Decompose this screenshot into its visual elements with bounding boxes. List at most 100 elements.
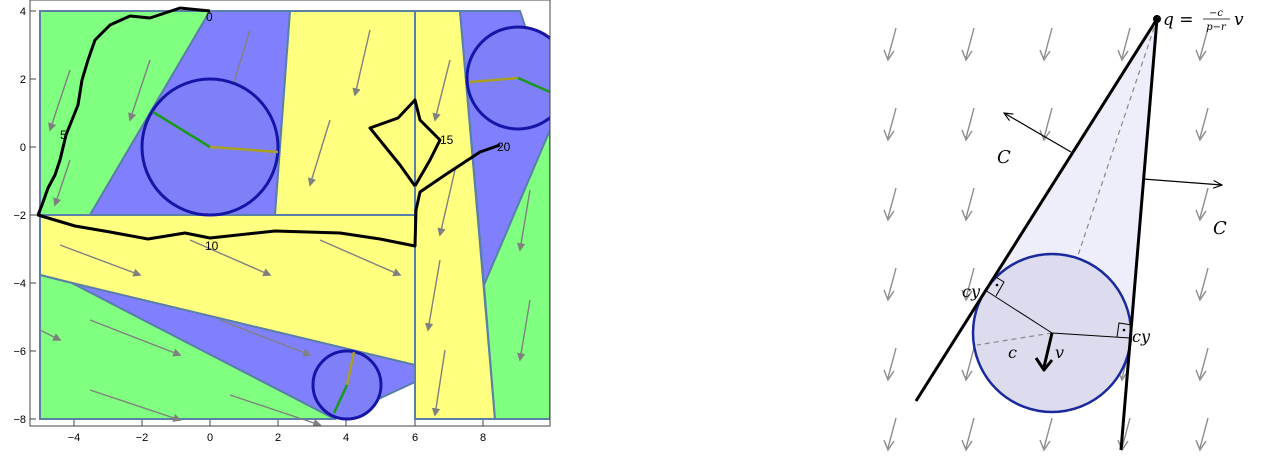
circle-obstacle-1	[140, 77, 280, 217]
right-diagram: q = −c p−r v C C cy cy c v	[883, 8, 1244, 452]
field-arrow-head	[961, 129, 973, 142]
field-arrow	[965, 347, 975, 379]
circle-obstacle-3	[311, 349, 383, 421]
field-arrow	[887, 417, 897, 449]
field-arrow	[887, 267, 897, 299]
cone-region	[985, 19, 1157, 335]
label-C-left: C	[997, 147, 1011, 168]
field-arrow	[965, 267, 975, 299]
right-angle-mark-right	[1116, 322, 1133, 338]
field-arrow	[1121, 27, 1131, 59]
tangent-line-left	[914, 18, 1159, 402]
field-arrow	[965, 107, 975, 139]
label-q-denominator: p−r	[1206, 22, 1227, 33]
circle-obstacle-2	[465, 25, 550, 131]
label-C-right: C	[1213, 218, 1227, 239]
field-arrow-head	[961, 49, 973, 62]
field-arrow	[887, 27, 897, 59]
field-arrow-head	[1195, 439, 1207, 452]
x-tick-label: 4	[343, 432, 349, 444]
x-tick-label: −4	[68, 432, 81, 444]
field-arrow	[965, 27, 975, 59]
field-arrow-head	[883, 289, 895, 302]
field-arrow-head	[961, 289, 973, 302]
field-arrow-head	[1039, 49, 1051, 62]
field-arrow	[887, 107, 897, 139]
y-tick-label: −8	[13, 414, 26, 426]
right-angle-dot-left	[995, 283, 999, 287]
x-tick-label: 8	[480, 432, 486, 444]
field-arrow	[965, 187, 975, 219]
field-arrow	[1199, 187, 1209, 219]
label-q-numerator: −c	[1209, 8, 1223, 19]
path-label-10: 10	[205, 239, 219, 253]
cone-axis-dashed	[1051, 18, 1158, 334]
plot-frame	[29, 0, 551, 427]
path-label-20: 20	[497, 140, 511, 154]
field-arrow-head	[1039, 129, 1051, 142]
path-label-0: 0	[206, 10, 213, 24]
x-tick-label: 0	[207, 432, 213, 444]
x-axis	[73, 420, 484, 426]
label-cy-left: cy	[962, 282, 981, 301]
field-arrow-head	[1117, 49, 1129, 62]
field-arrow-head	[1195, 369, 1207, 382]
label-v: v	[1055, 343, 1064, 362]
left-plot: 0 5 10 15 20 −4 −2 0 2 4 6 8 4 2	[13, 0, 551, 444]
y-tick-label: 4	[20, 6, 26, 18]
field-arrow	[1043, 27, 1053, 59]
y-tick-label: 0	[20, 142, 26, 154]
plot-area: 0 5 10 15 20	[36, 6, 550, 426]
field-arrow-head	[1195, 289, 1207, 302]
y-tick-label: 2	[20, 74, 26, 86]
field-arrow	[1199, 267, 1209, 299]
field-arrow-head	[883, 49, 895, 62]
field-arrow-head	[961, 439, 973, 452]
field-arrow-head	[1195, 49, 1207, 62]
field-arrow-head	[883, 369, 895, 382]
y-tick-label: −4	[13, 278, 26, 290]
x-tick-label: 6	[412, 432, 418, 444]
field-arrow	[1043, 107, 1053, 139]
right-angle-dot-right	[1122, 328, 1126, 332]
velocity-arrow-v	[1034, 332, 1054, 372]
path-label-15: 15	[440, 133, 454, 147]
normal-arrow-left	[1004, 113, 1072, 153]
field-arrow	[965, 417, 975, 449]
y-tick-label: −2	[13, 210, 26, 222]
field-arrow-head	[1039, 439, 1051, 452]
label-c: c	[1008, 343, 1017, 362]
field-arrow-head	[1195, 129, 1207, 142]
radius-dashed	[976, 332, 1053, 346]
field-arrow	[1199, 347, 1209, 379]
label-cy-right: cy	[1132, 327, 1151, 346]
field-arrow-head	[1195, 209, 1207, 222]
green-region-right	[482, 129, 550, 420]
field-arrow	[887, 347, 897, 379]
radius-to-tangent-left	[984, 289, 1053, 334]
radius-to-tangent-right	[1051, 332, 1131, 339]
field-arrow	[1199, 107, 1209, 139]
field-arrow	[887, 187, 897, 219]
field-arrow	[1121, 417, 1131, 449]
trajectory-path	[36, 6, 501, 248]
field-arrow-head	[883, 209, 895, 222]
y-axis	[30, 10, 36, 420]
field-arrow-head	[883, 439, 895, 452]
apex-point-q	[1153, 15, 1161, 23]
field-arrow-head	[883, 129, 895, 142]
yellow-region-top	[273, 10, 416, 216]
field-arrow-head	[961, 209, 973, 222]
field-arrow-head	[961, 369, 973, 382]
x-tick-label: 2	[275, 432, 281, 444]
x-tick-label: −2	[136, 432, 149, 444]
field-arrow	[1199, 417, 1209, 449]
field-arrow	[1199, 27, 1209, 59]
normal-arrow-right	[1142, 178, 1222, 185]
y-tick-label: −6	[13, 346, 26, 358]
label-q-v: v	[1234, 10, 1244, 30]
right-angle-mark-left	[993, 275, 1005, 297]
tangent-line-right	[1119, 18, 1159, 451]
field-arrow	[1043, 417, 1053, 449]
